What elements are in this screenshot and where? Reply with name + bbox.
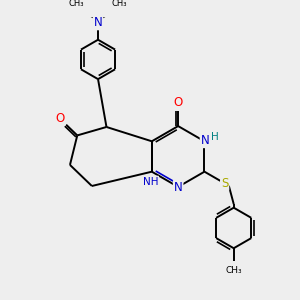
Text: N: N	[94, 16, 102, 29]
Text: CH₃: CH₃	[112, 0, 128, 8]
Text: H: H	[211, 132, 219, 142]
Text: N: N	[174, 181, 182, 194]
Text: O: O	[56, 112, 64, 125]
Text: S: S	[221, 177, 228, 190]
Text: CH₃: CH₃	[69, 0, 84, 8]
Text: NH: NH	[143, 176, 158, 187]
Text: O: O	[173, 96, 183, 109]
Text: N: N	[201, 134, 209, 147]
Text: CH₃: CH₃	[225, 266, 242, 275]
